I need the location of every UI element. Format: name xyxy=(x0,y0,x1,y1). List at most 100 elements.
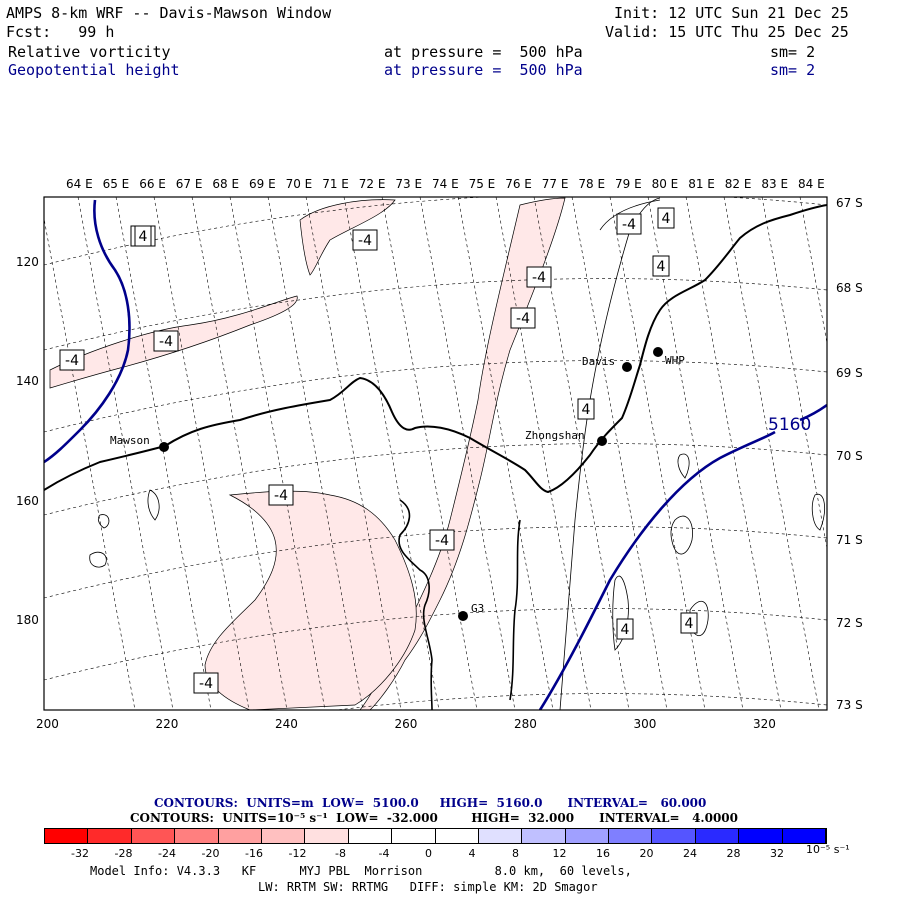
parallel-line xyxy=(44,278,827,351)
vorticity-label-text: 4 xyxy=(621,622,630,638)
meridian-line xyxy=(153,197,250,710)
vorticity-label: 4 xyxy=(652,255,670,277)
colorbar-swatch xyxy=(609,829,653,843)
meridian-line xyxy=(343,197,440,710)
field-name-height: Geopotential height xyxy=(8,61,180,79)
latitude-label: 72 S xyxy=(836,616,863,630)
coastline xyxy=(44,204,827,494)
longitude-label: 66 E xyxy=(139,177,166,191)
vorticity-label-text: 4 xyxy=(139,229,148,245)
station-label-davis: Davis xyxy=(582,355,615,368)
station-dot-whp xyxy=(653,347,663,357)
height-contours xyxy=(44,199,827,710)
longitude-label: 84 E xyxy=(798,177,825,191)
vorticity-label-box xyxy=(153,330,179,352)
station-dot-zhongshan xyxy=(597,436,607,446)
colorbar-tick-label: 12 xyxy=(552,847,567,860)
longitude-label: 72 E xyxy=(358,177,386,191)
contour-line xyxy=(677,453,690,479)
meridian-line xyxy=(723,197,820,710)
vorticity-label-box xyxy=(134,225,152,247)
colorbar-tick-label: 20 xyxy=(639,847,654,860)
vorticity-label-text: -4 xyxy=(358,233,372,249)
vorticity-label-box xyxy=(657,207,675,229)
colorbar-tick-label: 16 xyxy=(596,847,610,860)
vorticity-label-box xyxy=(193,672,219,694)
plot-frame xyxy=(43,196,828,711)
vorticity-label: 4 xyxy=(616,618,634,640)
longitude-label: 68 E xyxy=(212,177,240,191)
longitude-label: 70 E xyxy=(285,177,313,191)
vorticity-label: -4 xyxy=(526,266,552,288)
colorbar-tick-label: -20 xyxy=(201,847,220,860)
vorticity-label: 4 xyxy=(134,225,152,247)
vorticity-label-text: -4 xyxy=(532,270,546,286)
longitude-label: 83 E xyxy=(761,177,789,191)
vorticity-label-text: -4 xyxy=(65,353,79,369)
vorticity-label-box xyxy=(652,255,670,277)
init-time: Init: 12 UTC Sun 21 Dec 25 xyxy=(614,4,849,22)
field-smooth-vorticity: sm= 2 xyxy=(770,43,816,61)
vorticity-label: -4 xyxy=(153,330,179,352)
contour-line xyxy=(147,489,160,521)
map-title: AMPS 8-km WRF -- Davis-Mawson Window xyxy=(6,4,332,22)
vorticity-label: -4 xyxy=(193,672,219,694)
vorticity-label-box xyxy=(268,484,294,506)
meridian-line xyxy=(267,197,364,710)
colorbar-swatch xyxy=(348,829,393,843)
parallel-line xyxy=(334,693,827,710)
vorticity-label: 4 xyxy=(657,207,675,229)
y-tick-label: 160 xyxy=(16,494,39,508)
vorticity-label: -4 xyxy=(59,349,85,371)
vorticity-label-text: 4 xyxy=(685,616,694,632)
vorticity-contours-positive xyxy=(89,197,825,710)
latlon-graticule xyxy=(44,197,827,710)
colorbar-tick-label: -8 xyxy=(335,847,346,860)
vorticity-label: 4 xyxy=(577,398,595,420)
vorticity-label: -4 xyxy=(510,307,536,329)
vorticity-label-text: -4 xyxy=(199,676,213,692)
vorticity-label: -4 xyxy=(352,229,378,251)
station-dot-g3 xyxy=(458,611,468,621)
x-tick-label: 220 xyxy=(155,717,179,731)
latitude-label: 69 S xyxy=(836,366,863,380)
colorbar-tick-label: 28 xyxy=(726,847,741,860)
vorticity-label: -4 xyxy=(268,484,294,506)
x-tick-label: 240 xyxy=(275,717,298,731)
height-contour-label: 5160 xyxy=(768,415,811,435)
longitude-label: 64 E xyxy=(66,177,93,191)
meridian-line xyxy=(191,197,288,710)
vorticity-contour-info: CONTOURS: UNITS=10⁻⁵ s⁻¹ LOW= -32.000 HI… xyxy=(130,811,738,825)
meridian-line xyxy=(229,197,326,710)
x-tick-label: 300 xyxy=(633,717,657,731)
longitude-label: 74 E xyxy=(432,177,459,191)
longitude-label: 65 E xyxy=(102,177,130,191)
latitude-label: 71 S xyxy=(836,533,863,547)
colorbar-tick-label: -32 xyxy=(71,847,89,860)
colorbar-swatch xyxy=(652,829,696,843)
station-dot-davis xyxy=(622,362,632,372)
vorticity-label-text: 4 xyxy=(582,402,591,418)
latitude-label: 73 S xyxy=(836,698,863,712)
longitude-label: 69 E xyxy=(249,177,276,191)
colorbar-swatch xyxy=(435,829,479,843)
parallel-line xyxy=(44,197,827,266)
longitude-label: 81 E xyxy=(688,177,715,191)
meridian-line xyxy=(305,197,402,710)
meridian-line xyxy=(381,197,478,710)
vorticity-label: -4 xyxy=(429,529,455,551)
vorticity-label-box xyxy=(59,349,85,371)
vorticity-label-box xyxy=(680,612,698,634)
longitude-label: 71 E xyxy=(322,177,349,191)
meridian-line xyxy=(115,197,212,710)
vorticity-label-text: -4 xyxy=(274,488,288,504)
colorbar-swatch xyxy=(261,829,306,843)
vorticity-area-north xyxy=(299,199,396,276)
colorbar-tick-label: -28 xyxy=(114,847,133,860)
longitude-label: 79 E xyxy=(615,177,642,191)
colorbar-swatch xyxy=(392,829,436,843)
colorbar-tick-label: -4 xyxy=(378,847,390,860)
contour-line xyxy=(811,493,825,531)
vorticity-label-box xyxy=(510,307,536,329)
